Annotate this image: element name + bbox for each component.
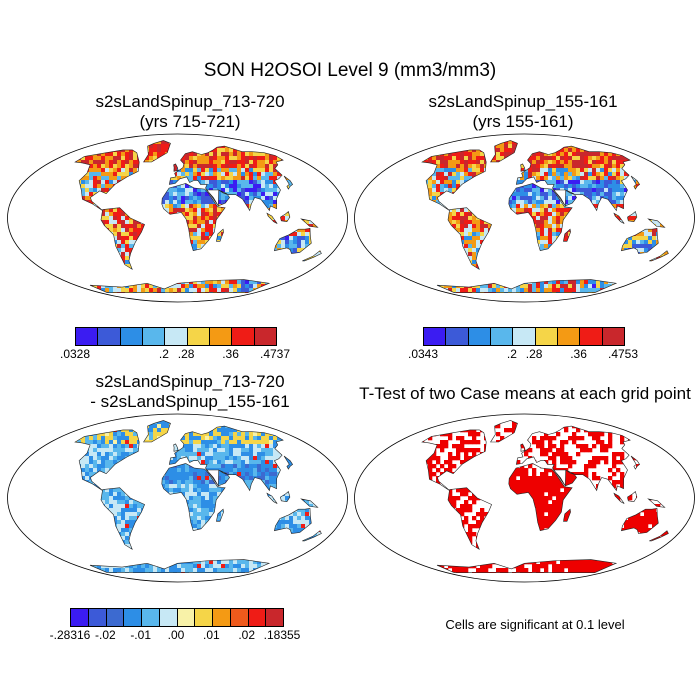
colorbar-swatch	[165, 328, 188, 345]
panel-title-line2: (yrs 715-721)	[139, 112, 241, 131]
colorbar-tick-label: .18355	[263, 628, 301, 642]
colorbar-tick-label: .36	[570, 347, 587, 361]
colorbar-tick-label: -.02	[94, 628, 116, 642]
colorbar-swatch	[71, 609, 89, 626]
map-coastline	[421, 420, 669, 573]
colorbar-top-left	[75, 327, 277, 346]
colorbar-swatch	[513, 328, 536, 345]
map-top-right	[354, 133, 695, 303]
map-ocean	[354, 134, 695, 302]
colorbar-swatch	[124, 609, 142, 626]
colorbar-tick-label: .36	[222, 347, 239, 361]
map-coastline	[421, 140, 669, 293]
colorbar-swatch	[266, 609, 283, 626]
panel-title-top-left: s2sLandSpinup_713-720 (yrs 715-721)	[25, 92, 355, 132]
panel-title-bottom-left: s2sLandSpinup_713-720 - s2sLandSpinup_15…	[25, 372, 355, 412]
map-ocean	[7, 134, 348, 302]
colorbar-tick-label: -.01	[130, 628, 151, 642]
colorbar-swatch	[177, 609, 196, 626]
colorbar-swatch	[232, 328, 255, 345]
significance-note: Cells are significant at 0.1 level	[445, 617, 625, 632]
colorbar-bottom-left	[70, 608, 284, 627]
colorbar-tick-label: .28	[525, 347, 543, 361]
colorbar-swatch	[535, 328, 558, 345]
panel-title-line2: (yrs 155-161)	[472, 112, 574, 131]
colorbar-swatch	[213, 609, 231, 626]
colorbar-swatch	[602, 328, 624, 345]
colorbar-swatch	[195, 609, 213, 626]
colorbar-swatch	[446, 328, 469, 345]
colorbar-tick-label: .2	[506, 347, 517, 361]
map-frame	[354, 413, 695, 583]
colorbar-swatch	[230, 609, 249, 626]
colorbar-swatch	[209, 328, 233, 345]
panel-title-line1: s2sLandSpinup_713-720	[95, 372, 285, 391]
map-top-left	[7, 133, 348, 303]
colorbar-swatch	[76, 328, 99, 345]
map-ocean	[354, 414, 695, 582]
colorbar-tick-label: .01	[202, 628, 220, 642]
colorbar-top-right	[423, 327, 625, 346]
colorbar-swatch	[98, 328, 121, 345]
colorbar-swatch	[468, 328, 491, 345]
colorbar-tick-label: .2	[158, 347, 169, 361]
colorbar-tick-label: .00	[167, 628, 185, 642]
colorbar-tick-label: .4753	[607, 347, 639, 361]
colorbar-swatch	[248, 609, 267, 626]
colorbar-tick-label: .4737	[259, 347, 291, 361]
colorbar-swatch	[490, 328, 514, 345]
colorbar-swatch	[120, 328, 143, 345]
panel-title-line2: - s2sLandSpinup_155-161	[90, 392, 290, 411]
panel-title-top-right: s2sLandSpinup_155-161 (yrs 155-161)	[358, 92, 688, 132]
panel-title-line1: s2sLandSpinup_713-720	[95, 92, 285, 111]
map-frame	[354, 133, 695, 303]
colorbar-swatch	[106, 609, 125, 626]
map-frame	[7, 133, 348, 303]
colorbar-tick-label: .02	[238, 628, 255, 642]
colorbar-swatch	[187, 328, 210, 345]
main-title: SON H2OSOI Level 9 (mm3/mm3)	[203, 60, 497, 81]
map-coastline	[74, 420, 322, 573]
colorbar-swatch	[424, 328, 447, 345]
colorbar-tick-label: .28	[177, 347, 195, 361]
colorbar-tick-label: .0328	[59, 347, 91, 361]
colorbar-swatch	[557, 328, 581, 345]
map-bottom-right	[354, 413, 695, 583]
map-bottom-left	[7, 413, 348, 583]
colorbar-swatch	[88, 609, 107, 626]
colorbar-swatch	[142, 328, 166, 345]
colorbar-swatch	[580, 328, 603, 345]
colorbar-tick-label: -.28316	[49, 628, 91, 642]
colorbar-tick-label: .0343	[407, 347, 439, 361]
colorbar-swatch	[142, 609, 160, 626]
panel-title-bottom-right: T-Test of two Case means at each grid po…	[359, 384, 691, 403]
map-ocean	[7, 414, 348, 582]
colorbar-swatch	[254, 328, 276, 345]
map-frame	[7, 413, 348, 583]
colorbar-swatch	[159, 609, 178, 626]
map-coastline	[74, 140, 322, 293]
panel-title-line1: s2sLandSpinup_155-161	[428, 92, 618, 111]
